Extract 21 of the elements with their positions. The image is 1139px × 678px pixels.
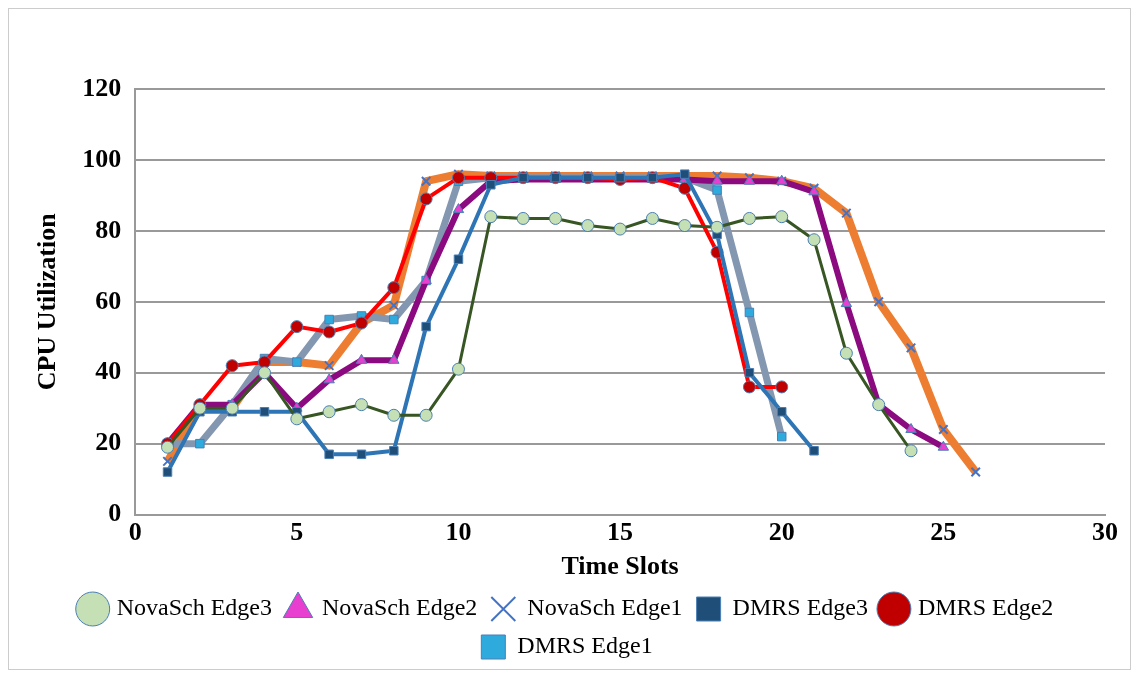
legend-label: NovaSch Edge2	[322, 594, 478, 621]
x-tick-label: 25	[930, 516, 957, 546]
y-tick-label: 40	[95, 356, 122, 386]
x-tick-label: 10	[445, 516, 472, 546]
x-tick-label: 0	[128, 516, 142, 546]
x-tick-label: 15	[607, 516, 634, 546]
legend-label: DMRS Edge2	[917, 594, 1054, 621]
x-tick-label: 5	[290, 516, 304, 546]
legend-label: DMRS Edge1	[517, 632, 653, 659]
x-tick-label: 20	[768, 516, 795, 546]
y-tick-label: 120	[82, 72, 122, 102]
legend-label: NovaSch Edge3	[116, 594, 273, 621]
x-tick-label: 30	[1092, 516, 1118, 546]
x-axis-title: Time Slots	[561, 551, 679, 581]
y-axis-title: CPU Utilization	[32, 212, 62, 391]
legend-label: NovaSch Edge1	[527, 594, 683, 621]
y-tick-label: 80	[95, 214, 122, 244]
y-tick-label: 20	[95, 427, 122, 457]
y-tick-label: 100	[82, 143, 122, 173]
legend-label: DMRS Edge3	[732, 594, 868, 621]
y-tick-label: 60	[95, 285, 122, 315]
